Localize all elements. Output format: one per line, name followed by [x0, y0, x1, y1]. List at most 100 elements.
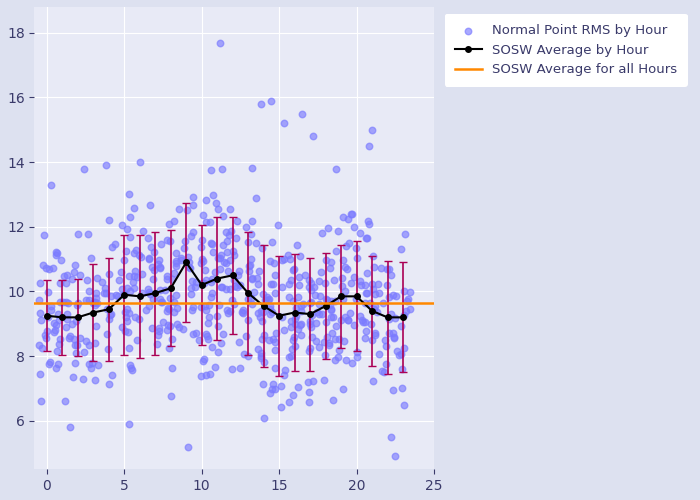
SOSW Average by Hour: [290, 310, 299, 316]
Normal Point RMS by Hour: [210, 364, 221, 372]
Normal Point RMS by Hour: [244, 268, 255, 276]
Normal Point RMS by Hour: [295, 331, 307, 339]
Normal Point RMS by Hour: [227, 296, 238, 304]
Normal Point RMS by Hour: [203, 302, 214, 310]
Normal Point RMS by Hour: [147, 276, 158, 283]
Normal Point RMS by Hour: [251, 194, 262, 202]
Normal Point RMS by Hour: [228, 246, 239, 254]
Normal Point RMS by Hour: [105, 292, 116, 300]
Normal Point RMS by Hour: [202, 335, 214, 343]
Normal Point RMS by Hour: [397, 384, 408, 392]
Normal Point RMS by Hour: [395, 350, 407, 358]
Normal Point RMS by Hour: [293, 274, 304, 281]
Normal Point RMS by Hour: [144, 254, 155, 262]
Normal Point RMS by Hour: [349, 224, 360, 232]
Normal Point RMS by Hour: [201, 276, 212, 283]
Normal Point RMS by Hour: [304, 320, 316, 328]
Normal Point RMS by Hour: [72, 230, 83, 238]
Normal Point RMS by Hour: [206, 344, 217, 351]
Normal Point RMS by Hour: [254, 313, 265, 321]
Normal Point RMS by Hour: [307, 132, 318, 140]
Normal Point RMS by Hour: [360, 318, 371, 326]
Normal Point RMS by Hour: [225, 284, 236, 292]
SOSW Average by Hour: [399, 314, 407, 320]
Normal Point RMS by Hour: [125, 288, 136, 296]
Normal Point RMS by Hour: [119, 308, 130, 316]
Normal Point RMS by Hour: [306, 322, 317, 330]
Normal Point RMS by Hour: [241, 224, 252, 232]
Normal Point RMS by Hour: [356, 282, 367, 290]
Normal Point RMS by Hour: [323, 341, 335, 349]
Normal Point RMS by Hour: [294, 322, 305, 330]
Normal Point RMS by Hour: [113, 276, 125, 283]
Normal Point RMS by Hour: [304, 283, 315, 291]
Normal Point RMS by Hour: [188, 304, 199, 312]
Normal Point RMS by Hour: [290, 312, 301, 320]
Normal Point RMS by Hour: [256, 307, 267, 315]
Normal Point RMS by Hour: [384, 294, 395, 302]
Normal Point RMS by Hour: [123, 344, 134, 352]
Normal Point RMS by Hour: [244, 261, 256, 269]
Normal Point RMS by Hour: [323, 339, 335, 347]
Normal Point RMS by Hour: [82, 276, 93, 283]
Normal Point RMS by Hour: [398, 310, 409, 318]
Normal Point RMS by Hour: [270, 271, 281, 279]
Normal Point RMS by Hour: [388, 328, 399, 336]
Normal Point RMS by Hour: [199, 302, 210, 310]
Normal Point RMS by Hour: [345, 308, 356, 316]
Normal Point RMS by Hour: [197, 358, 209, 366]
Normal Point RMS by Hour: [318, 338, 330, 346]
Normal Point RMS by Hour: [350, 296, 361, 304]
Normal Point RMS by Hour: [288, 266, 300, 274]
Normal Point RMS by Hour: [123, 272, 134, 280]
Normal Point RMS by Hour: [390, 452, 401, 460]
SOSW Average by Hour: [352, 294, 361, 300]
Normal Point RMS by Hour: [333, 346, 344, 354]
Normal Point RMS by Hour: [243, 262, 254, 270]
Normal Point RMS by Hour: [246, 276, 258, 283]
Normal Point RMS by Hour: [200, 330, 211, 338]
Normal Point RMS by Hour: [284, 294, 295, 302]
Normal Point RMS by Hour: [265, 302, 276, 310]
Normal Point RMS by Hour: [362, 217, 373, 225]
Normal Point RMS by Hour: [215, 265, 226, 273]
Normal Point RMS by Hour: [200, 371, 211, 379]
Normal Point RMS by Hour: [148, 248, 160, 256]
Normal Point RMS by Hour: [163, 220, 174, 228]
Normal Point RMS by Hour: [162, 321, 174, 329]
Normal Point RMS by Hour: [167, 275, 178, 283]
Normal Point RMS by Hour: [182, 442, 193, 450]
Normal Point RMS by Hour: [200, 196, 211, 203]
Normal Point RMS by Hour: [276, 403, 287, 411]
Normal Point RMS by Hour: [220, 228, 232, 236]
Normal Point RMS by Hour: [246, 255, 257, 263]
Normal Point RMS by Hour: [122, 284, 133, 292]
Normal Point RMS by Hour: [62, 271, 73, 279]
Normal Point RMS by Hour: [256, 352, 267, 360]
Normal Point RMS by Hour: [310, 318, 321, 326]
Normal Point RMS by Hour: [190, 283, 201, 291]
Normal Point RMS by Hour: [90, 288, 101, 296]
Normal Point RMS by Hour: [240, 332, 251, 340]
Normal Point RMS by Hour: [171, 262, 182, 270]
Normal Point RMS by Hour: [297, 300, 308, 308]
Normal Point RMS by Hour: [278, 371, 289, 379]
Normal Point RMS by Hour: [330, 322, 342, 330]
Normal Point RMS by Hour: [61, 298, 72, 306]
Normal Point RMS by Hour: [338, 338, 349, 345]
Normal Point RMS by Hour: [40, 331, 51, 339]
Normal Point RMS by Hour: [337, 214, 349, 222]
Normal Point RMS by Hour: [143, 234, 154, 242]
Normal Point RMS by Hour: [89, 298, 100, 306]
Normal Point RMS by Hour: [340, 314, 351, 322]
Normal Point RMS by Hour: [262, 296, 274, 304]
Normal Point RMS by Hour: [157, 318, 168, 326]
Normal Point RMS by Hour: [296, 306, 307, 314]
Normal Point RMS by Hour: [80, 337, 92, 345]
Normal Point RMS by Hour: [178, 326, 189, 334]
Normal Point RMS by Hour: [286, 316, 297, 324]
Normal Point RMS by Hour: [206, 240, 218, 248]
Normal Point RMS by Hour: [179, 237, 190, 245]
Normal Point RMS by Hour: [164, 322, 176, 330]
Normal Point RMS by Hour: [385, 433, 396, 441]
